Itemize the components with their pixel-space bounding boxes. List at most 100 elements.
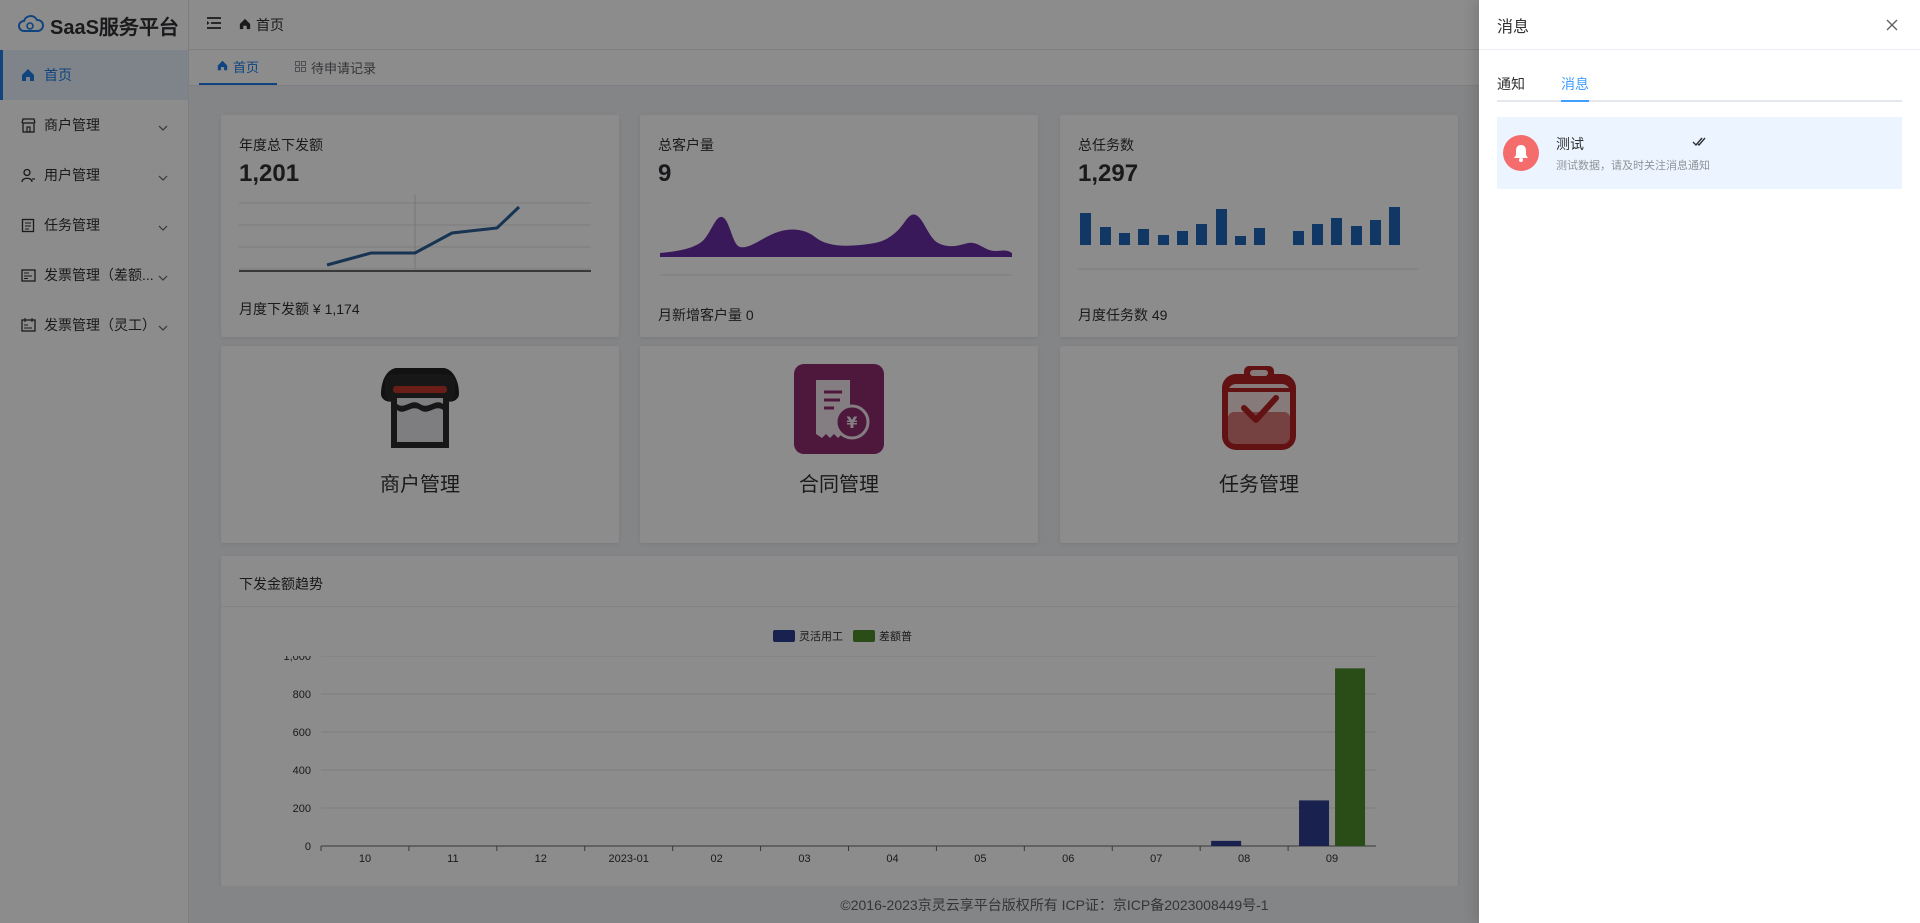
x-tick-label: 06 [1062,853,1074,865]
sidebar-item-label: 发票管理（灵工） [44,317,156,333]
invoice-flex-icon [20,317,36,333]
legend-swatch [853,630,875,642]
x-tick-label: 10 [359,853,371,865]
message-title: 测试 [1556,136,1584,152]
nav-card-label: 任务管理 [1219,474,1299,496]
sidebar-item-label: 任务管理 [44,217,100,233]
stat-card-annual-payout: 年度总下发额 1,201 月度下发额 ¥ 1,174 [221,115,619,337]
sidebar-item-invoice-diff[interactable]: 发票管理（差额... [0,250,188,300]
legend-label: 差额普 [879,631,912,643]
hamburger-icon [206,16,222,33]
sidebar-item-label: 首页 [44,67,72,83]
chart-title: 下发金额趋势 [239,576,323,592]
drawer-title: 消息 [1497,18,1530,36]
sidebar-item-merchant[interactable]: 商户管理 [0,100,188,150]
legend-swatch [773,630,795,642]
bar [1299,800,1330,846]
grid-icon [295,60,307,75]
bar [1211,840,1242,846]
sparkline-area-chart [660,214,1012,276]
message-item[interactable]: 测试 测试数据，请及时关注消息通知 [1497,117,1902,189]
tab-notifications[interactable]: 通知 [1497,76,1525,92]
double-check-icon[interactable] [1692,135,1708,149]
stat-card-total-tasks: 总任务数 1,297 月度任务数 49 [1060,115,1458,337]
legend-item[interactable]: 差额普 [853,628,912,644]
stat-footer: 月新增客户量 0 [658,307,754,323]
y-tick-label: 1,000 [283,656,311,663]
sidebar: SaaS服务平台 首页 商户管理 用户管理 任务管理 发票管理（差额... [0,0,189,923]
x-tick-label: 02 [711,853,723,865]
drawer-header: 消息 [1479,0,1920,50]
trend-chart-card: 下发金额趋势 灵活用工 差额普 0 200 400 600 800 1,000 10 11 12… [221,556,1458,886]
menu-toggle-button[interactable] [189,0,239,50]
svg-text:¥: ¥ [846,413,857,432]
y-tick-label: 600 [293,727,311,739]
nav-card-task[interactable]: 任务管理 [1060,346,1458,543]
drawer-tabs: 通知 消息 [1497,74,1902,102]
nav-card-label: 合同管理 [799,474,879,496]
x-tick-label: 09 [1326,853,1338,865]
trend-bar-chart: 0 200 400 600 800 1,000 10 11 12 2023-01 02 03 04 05 0… [283,656,1376,865]
stat-value: 1,201 [239,160,300,187]
copyright-text: ©2016-2023京灵云享平台版权所有 ICP证：京ICP备202300844… [840,896,1269,913]
sparkline-line-chart [239,195,591,272]
chart-legend: 灵活用工 差额普 [773,628,912,644]
stat-value: 9 [658,160,672,187]
store-icon [20,117,36,133]
x-tick-label: 12 [535,853,547,865]
tab-messages[interactable]: 消息 [1561,74,1589,102]
x-tick-label: 04 [886,853,898,865]
stat-title: 总任务数 [1078,137,1134,153]
message-drawer: 消息 通知 消息 测试 测试数据，请及时关注消息通知 [1479,0,1920,923]
app-title: SaaS服务平台 [50,16,179,39]
chevron-down-icon [158,268,168,284]
store-icon [381,368,459,448]
chevron-down-icon [158,168,168,184]
x-tick-label: 2023-01 [609,853,649,865]
y-tick-label: 200 [293,803,311,815]
clipboard-check-icon [1222,366,1296,450]
nav-card-label: 商户管理 [380,474,460,496]
home-icon [20,67,36,83]
legend-item[interactable]: 灵活用工 [773,628,843,644]
breadcrumb: 首页 [239,15,284,35]
divider [221,606,1458,607]
task-icon [20,217,36,233]
dashboard-content: 年度总下发额 1,201 月度下发额 ¥ 1,174 总客户量 9 月新增客户量… [189,86,1479,886]
nav-card-merchant[interactable]: 商户管理 [221,346,619,543]
sidebar-item-label: 用户管理 [44,167,100,183]
invoice-icon [20,267,36,283]
home-icon [239,17,251,33]
tab-pending-records[interactable]: 待申请记录 [277,49,394,85]
app-logo[interactable]: SaaS服务平台 [0,0,188,50]
x-tick-label: 08 [1238,853,1250,865]
x-tick-label: 05 [974,853,986,865]
chevron-down-icon [158,218,168,234]
tab-home[interactable]: 首页 [199,49,278,85]
close-icon[interactable] [1884,17,1900,33]
stat-title: 年度总下发额 [239,137,323,153]
tab-label: 首页 [233,59,260,75]
x-tick-label: 11 [447,853,458,865]
bar [1335,668,1366,846]
stat-value: 1,297 [1078,160,1139,187]
nav-card-contract[interactable]: ¥ 合同管理 [640,346,1038,543]
contract-icon: ¥ [794,364,884,454]
breadcrumb-item[interactable]: 首页 [256,16,284,33]
stat-footer: 月度任务数 49 [1078,307,1168,323]
sidebar-item-invoice-flex[interactable]: 发票管理（灵工） [0,300,188,350]
sidebar-item-home[interactable]: 首页 [0,50,188,100]
bell-icon [1503,135,1539,171]
tab-label: 待申请记录 [311,60,377,76]
legend-label: 灵活用工 [799,631,843,643]
user-icon [20,167,36,183]
chevron-down-icon [158,318,168,334]
sparkline-bar-chart [1078,207,1418,270]
x-tick-label: 07 [1150,853,1162,865]
sidebar-item-task[interactable]: 任务管理 [0,200,188,250]
stat-title: 总客户量 [658,137,714,153]
sidebar-item-user[interactable]: 用户管理 [0,150,188,200]
y-tick-label: 800 [293,689,311,701]
home-icon [217,59,228,74]
sidebar-item-label: 商户管理 [44,117,100,133]
